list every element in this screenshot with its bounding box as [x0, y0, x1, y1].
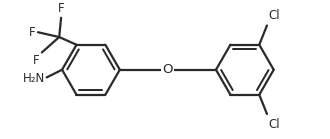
Text: O: O: [163, 63, 173, 76]
Text: Cl: Cl: [268, 118, 280, 131]
Text: H₂N: H₂N: [22, 72, 45, 85]
Text: F: F: [58, 2, 64, 15]
Text: F: F: [33, 54, 40, 67]
Text: Cl: Cl: [268, 9, 280, 22]
Text: F: F: [28, 26, 35, 39]
